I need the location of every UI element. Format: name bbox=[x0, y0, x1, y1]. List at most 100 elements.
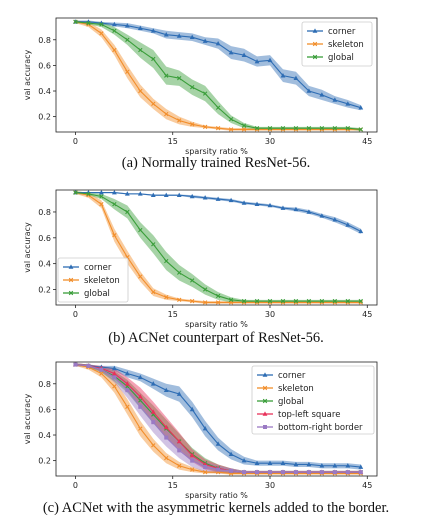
point-corner bbox=[267, 57, 273, 63]
legend-label-skeleton: skeleton bbox=[84, 276, 120, 286]
legend-label-top-left-square: top-left square bbox=[278, 410, 340, 420]
legend-label-global: global bbox=[84, 289, 110, 299]
point-global bbox=[306, 298, 312, 304]
legend-label-corner: corner bbox=[84, 263, 112, 273]
point-corner bbox=[332, 217, 338, 222]
point-bottom-right-border bbox=[358, 470, 363, 475]
point-corner bbox=[189, 34, 195, 40]
x-tick-label: 45 bbox=[362, 137, 372, 146]
band-corner bbox=[75, 363, 361, 470]
point-bottom-right-border bbox=[268, 470, 272, 475]
point-global bbox=[319, 298, 325, 304]
point-corner bbox=[189, 193, 195, 199]
point-top-left-square bbox=[150, 409, 156, 414]
point-top-left-square bbox=[189, 452, 195, 458]
point-corner bbox=[241, 458, 247, 463]
point-global bbox=[215, 293, 221, 299]
point-skeleton bbox=[99, 31, 104, 36]
point-corner bbox=[163, 387, 169, 392]
point-global bbox=[189, 84, 195, 90]
point-corner bbox=[358, 464, 364, 469]
point-global bbox=[138, 398, 143, 403]
point-skeleton bbox=[164, 111, 169, 117]
point-corner bbox=[150, 381, 156, 386]
y-tick-label: 0.8 bbox=[38, 380, 51, 389]
point-skeleton bbox=[177, 297, 182, 303]
y-axis-label: val accuracy bbox=[23, 222, 32, 273]
point-corner bbox=[176, 192, 182, 197]
point-corner bbox=[228, 197, 234, 203]
point-bottom-right-border bbox=[319, 470, 324, 475]
point-top-left-square bbox=[137, 393, 143, 399]
point-skeleton bbox=[112, 384, 117, 389]
point-skeleton bbox=[215, 125, 221, 131]
point-global bbox=[319, 125, 325, 131]
x-tick-label: 30 bbox=[265, 137, 275, 146]
point-corner bbox=[111, 21, 117, 27]
y-tick-label: 0.8 bbox=[38, 36, 51, 45]
point-corner bbox=[111, 190, 117, 195]
x-axis-label: sparsity ratio % bbox=[185, 147, 248, 156]
x-tick-label: 45 bbox=[362, 481, 372, 490]
point-corner bbox=[293, 461, 299, 467]
point-bottom-right-border bbox=[345, 470, 350, 475]
point-corner bbox=[163, 32, 169, 37]
point-bottom-right-border bbox=[151, 420, 156, 425]
point-corner bbox=[215, 41, 221, 46]
point-bottom-right-border bbox=[332, 470, 337, 475]
point-corner bbox=[319, 463, 325, 468]
point-skeleton bbox=[177, 463, 182, 468]
point-global bbox=[215, 105, 221, 110]
x-tick-label: 15 bbox=[168, 310, 178, 319]
point-global bbox=[86, 20, 91, 26]
point-bottom-right-border bbox=[164, 435, 169, 440]
point-skeleton bbox=[189, 298, 195, 304]
point-corner bbox=[241, 200, 247, 205]
point-global bbox=[151, 56, 156, 62]
point-global bbox=[125, 209, 130, 215]
legend-marker-top-left-square bbox=[262, 411, 268, 416]
point-corner bbox=[254, 201, 260, 207]
point-bottom-right-border bbox=[86, 363, 91, 368]
point-skeleton bbox=[189, 467, 195, 472]
point-global bbox=[73, 19, 78, 25]
plot-area bbox=[73, 190, 364, 305]
y-tick-label: 0.6 bbox=[38, 234, 51, 243]
point-corner bbox=[111, 365, 117, 371]
point-corner bbox=[124, 23, 130, 28]
chart-panel-a: 0 15 30 45 0.2 0.4 0.6 0.8 sparsity ratio % val a… bbox=[23, 17, 378, 156]
point-corner bbox=[202, 38, 208, 43]
chart-panel-b: 0 15 30 45 0.2 0.4 0.6 0.8 sparsity ratio % val a… bbox=[23, 189, 378, 329]
legend-marker-skeleton bbox=[262, 385, 268, 391]
point-corner bbox=[280, 460, 286, 465]
point-skeleton bbox=[202, 124, 208, 130]
point-corner bbox=[163, 192, 169, 197]
point-bottom-right-border bbox=[112, 375, 117, 380]
y-tick-label: 0.4 bbox=[38, 260, 51, 269]
point-corner bbox=[215, 196, 221, 201]
band-skeleton bbox=[75, 363, 361, 475]
y-tick-label: 0.2 bbox=[38, 113, 51, 122]
point-bottom-right-border bbox=[255, 470, 260, 475]
point-global bbox=[280, 125, 286, 131]
axes-frame bbox=[55, 361, 378, 477]
caption-c: (c) ACNet with the asymmetric kernels ad… bbox=[43, 500, 389, 516]
point-corner bbox=[137, 191, 143, 196]
x-tick-label: 30 bbox=[265, 481, 275, 490]
legend-label-corner: corner bbox=[278, 371, 306, 381]
legend-marker-skeleton bbox=[312, 41, 318, 47]
x-tick-label: 0 bbox=[73, 310, 78, 319]
y-tick-label: 0.4 bbox=[38, 431, 51, 440]
point-corner bbox=[176, 391, 182, 396]
axes-frame bbox=[55, 189, 378, 306]
point-global bbox=[164, 73, 169, 78]
band-bottom-right-border bbox=[75, 363, 361, 474]
point-corner bbox=[306, 461, 312, 467]
legend: corner skeleton global bbox=[301, 21, 373, 67]
point-global bbox=[177, 76, 182, 81]
point-skeleton bbox=[99, 202, 104, 207]
point-global bbox=[138, 227, 143, 233]
point-bottom-right-border bbox=[177, 448, 182, 453]
point-global bbox=[202, 91, 208, 96]
point-corner bbox=[150, 192, 156, 197]
